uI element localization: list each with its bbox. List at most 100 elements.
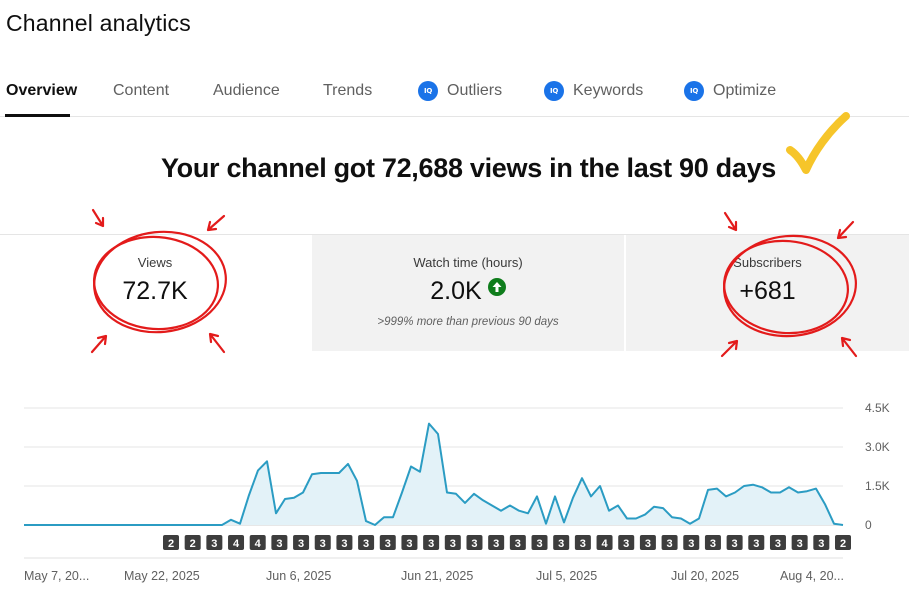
y-tick-label: 0 bbox=[865, 518, 872, 532]
x-tick-label: Jul 5, 2025 bbox=[536, 569, 597, 583]
views-line bbox=[24, 422, 844, 526]
marker-box bbox=[596, 535, 613, 550]
y-tick-label: 1.5K bbox=[865, 479, 890, 493]
x-tick-label: May 22, 2025 bbox=[124, 569, 200, 583]
marker-box bbox=[769, 535, 786, 550]
card-comparison-text: >999% more than previous 90 days bbox=[377, 316, 559, 328]
marker-count: 4 bbox=[601, 538, 608, 550]
video-count-marker: 4 bbox=[596, 535, 613, 550]
marker-count: 3 bbox=[580, 538, 586, 550]
tab-keywords[interactable]: IQ Keywords bbox=[544, 80, 643, 102]
marker-box bbox=[574, 535, 591, 550]
marker-box bbox=[618, 535, 635, 550]
card-value: +681 bbox=[739, 277, 796, 305]
metric-card-views[interactable]: Views 72.7K bbox=[0, 235, 310, 351]
page-title: Channel analytics bbox=[6, 10, 191, 36]
video-count-marker: 3 bbox=[509, 535, 526, 550]
arrow-up-icon bbox=[487, 278, 506, 296]
video-count-marker: 3 bbox=[813, 535, 830, 550]
video-count-marker: 3 bbox=[661, 535, 678, 550]
marker-count: 4 bbox=[233, 538, 240, 550]
video-count-marker: 3 bbox=[726, 535, 743, 550]
marker-box bbox=[314, 535, 331, 550]
tab-label: Outliers bbox=[447, 82, 503, 99]
marker-count: 3 bbox=[298, 538, 304, 550]
marker-box bbox=[423, 535, 440, 550]
marker-box bbox=[748, 535, 765, 550]
tab-trends[interactable]: Trends bbox=[323, 80, 372, 102]
video-count-marker: 2 bbox=[163, 535, 179, 550]
tab-label: Optimize bbox=[713, 82, 777, 99]
video-count-marker: 3 bbox=[769, 535, 786, 550]
video-count-marker: 3 bbox=[206, 535, 223, 550]
video-count-marker: 3 bbox=[336, 535, 353, 550]
marker-box bbox=[531, 535, 548, 550]
video-count-marker: 4 bbox=[249, 535, 266, 550]
metric-card-subscribers[interactable]: Subscribers +681 bbox=[626, 235, 909, 351]
y-tick-label: 3.0K bbox=[865, 440, 890, 454]
marker-count: 3 bbox=[341, 538, 347, 550]
marker-count: 3 bbox=[471, 538, 477, 550]
tab-overview[interactable]: Overview bbox=[6, 80, 77, 102]
video-count-marker: 3 bbox=[379, 535, 396, 550]
marker-box bbox=[358, 535, 375, 550]
marker-box bbox=[336, 535, 353, 550]
marker-count: 3 bbox=[797, 538, 803, 550]
video-count-marker: 3 bbox=[553, 535, 570, 550]
tab-label: Content bbox=[113, 82, 170, 99]
tab-label: Audience bbox=[213, 82, 280, 99]
marker-count: 3 bbox=[320, 538, 326, 550]
video-count-marker: 3 bbox=[618, 535, 635, 550]
card-label: Watch time (hours) bbox=[413, 255, 523, 270]
video-count-marker: 3 bbox=[423, 535, 440, 550]
tab-optimize[interactable]: IQ Optimize bbox=[684, 80, 776, 102]
analytics-tab-bar: Overview Content Audience Trends IQ Outl… bbox=[0, 70, 909, 117]
marker-box bbox=[466, 535, 483, 550]
marker-count: 3 bbox=[818, 538, 824, 550]
marker-box bbox=[293, 535, 310, 550]
card-label: Subscribers bbox=[733, 255, 802, 270]
y-axis-labels: 0 1.5K 3.0K 4.5K bbox=[865, 401, 890, 532]
marker-count: 3 bbox=[558, 538, 564, 550]
marker-box bbox=[791, 535, 808, 550]
marker-count: 3 bbox=[211, 538, 217, 550]
metric-card-watch-time[interactable]: Watch time (hours) 2.0K >999% more than … bbox=[312, 235, 624, 351]
marker-box bbox=[206, 535, 223, 550]
marker-count: 2 bbox=[168, 538, 174, 550]
tab-content[interactable]: Content bbox=[113, 80, 169, 102]
marker-count: 4 bbox=[255, 538, 262, 550]
marker-box bbox=[835, 535, 851, 550]
marker-box bbox=[639, 535, 656, 550]
marker-box bbox=[379, 535, 396, 550]
x-tick-label: Aug 4, 20... bbox=[780, 569, 844, 583]
video-count-marker: 3 bbox=[466, 535, 483, 550]
video-count-marker: 3 bbox=[574, 535, 591, 550]
tab-outliers[interactable]: IQ Outliers bbox=[418, 80, 502, 102]
marker-box bbox=[444, 535, 461, 550]
views-headline: Your channel got 72,688 views in the las… bbox=[160, 153, 777, 183]
marker-box bbox=[661, 535, 678, 550]
marker-count: 3 bbox=[515, 538, 521, 550]
tab-label: Trends bbox=[323, 82, 373, 99]
marker-box bbox=[488, 535, 505, 550]
marker-box bbox=[704, 535, 721, 550]
marker-count: 3 bbox=[428, 538, 434, 550]
tab-label: Keywords bbox=[573, 82, 644, 99]
active-tab-indicator bbox=[5, 114, 70, 117]
marker-count: 3 bbox=[493, 538, 499, 550]
marker-count: 3 bbox=[753, 538, 759, 550]
video-count-marker: 2 bbox=[835, 535, 851, 550]
marker-count: 3 bbox=[645, 538, 651, 550]
marker-count: 3 bbox=[732, 538, 738, 550]
marker-box bbox=[683, 535, 700, 550]
tab-audience[interactable]: Audience bbox=[213, 80, 280, 102]
marker-count: 3 bbox=[710, 538, 716, 550]
vidiq-icon: IQ bbox=[418, 81, 438, 101]
marker-box bbox=[249, 535, 266, 550]
views-chart[interactable]: 0 1.5K 3.0K 4.5K 2 2 3 4 4 3 3 3 3 3 3 3 3 3 3 3 3 3 3 3 4 3 3 3 3 3… bbox=[0, 380, 909, 603]
marker-box bbox=[401, 535, 418, 550]
marker-box bbox=[271, 535, 288, 550]
tab-label: Overview bbox=[6, 82, 78, 99]
video-count-marker: 3 bbox=[488, 535, 505, 550]
marker-count: 3 bbox=[450, 538, 456, 550]
